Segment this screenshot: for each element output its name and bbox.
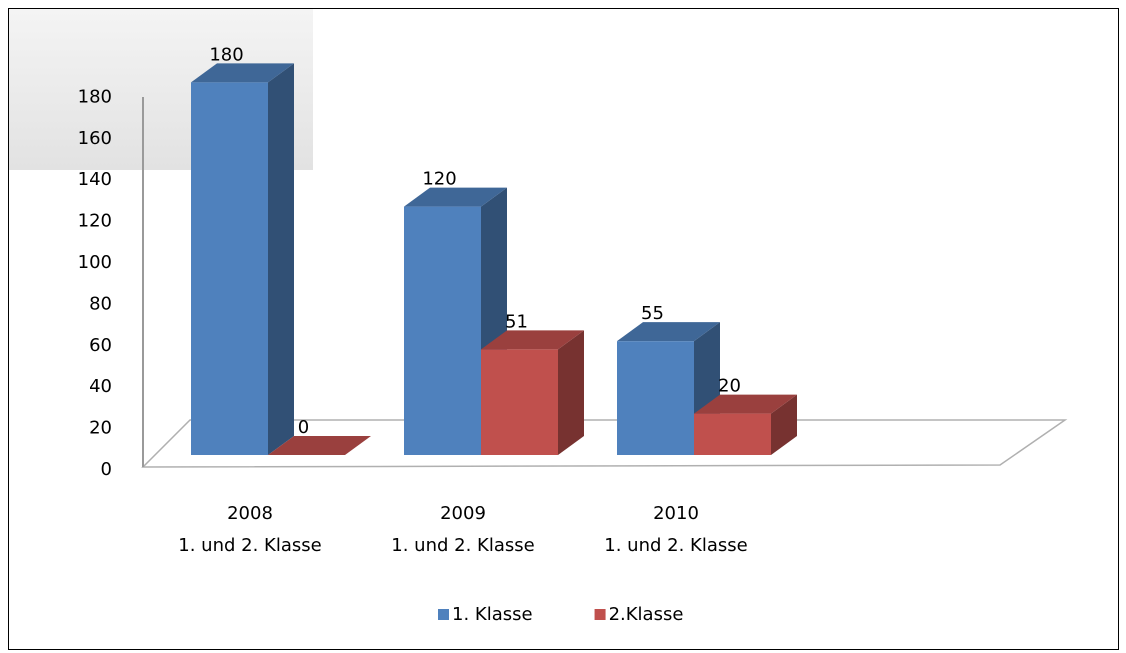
y-tick-label: 160 bbox=[78, 128, 112, 149]
y-tick-label: 0 bbox=[101, 459, 112, 480]
data-label: 55 bbox=[641, 303, 664, 324]
bar-top bbox=[404, 187, 507, 207]
bar-top bbox=[191, 63, 294, 83]
y-tick-label: 80 bbox=[89, 293, 112, 314]
legend-swatch bbox=[438, 609, 449, 620]
bar-top bbox=[268, 436, 371, 455]
data-label: 20 bbox=[718, 376, 741, 397]
y-tick-label: 60 bbox=[89, 335, 112, 356]
y-tick-label: 20 bbox=[89, 418, 112, 439]
bar-side bbox=[558, 330, 584, 455]
y-tick-label: 100 bbox=[78, 252, 112, 273]
data-label: 51 bbox=[505, 311, 528, 332]
y-tick-label: 140 bbox=[78, 169, 112, 190]
bar bbox=[191, 82, 268, 456]
y-tick-label: 120 bbox=[78, 211, 112, 232]
legend-swatch bbox=[594, 609, 606, 620]
y-tick-label: 180 bbox=[78, 86, 112, 107]
bar-top bbox=[481, 330, 584, 350]
bar-top bbox=[617, 322, 720, 342]
bar bbox=[694, 413, 771, 455]
bar-side bbox=[268, 63, 294, 456]
data-label: 0 bbox=[298, 417, 309, 438]
x-tick-label: 2009 bbox=[440, 503, 486, 524]
floor bbox=[141, 419, 1068, 468]
bar bbox=[617, 341, 694, 455]
bar-side bbox=[771, 394, 797, 455]
x-tick-label: 1. und 2. Klasse bbox=[391, 535, 534, 556]
x-tick-label: 1. und 2. Klasse bbox=[604, 535, 747, 556]
data-label: 180 bbox=[209, 44, 243, 65]
bar-top bbox=[694, 394, 797, 414]
x-tick-label: 2008 bbox=[227, 503, 273, 524]
legend-label: 1. Klasse bbox=[452, 604, 533, 625]
x-tick-label: 1. und 2. Klasse bbox=[178, 535, 321, 556]
bar bbox=[404, 206, 481, 455]
bar bbox=[481, 349, 558, 455]
x-tick-label: 2010 bbox=[653, 503, 699, 524]
y-tick-label: 40 bbox=[89, 376, 112, 397]
legend-label: 2.Klasse bbox=[609, 604, 684, 625]
data-label: 120 bbox=[422, 169, 456, 190]
